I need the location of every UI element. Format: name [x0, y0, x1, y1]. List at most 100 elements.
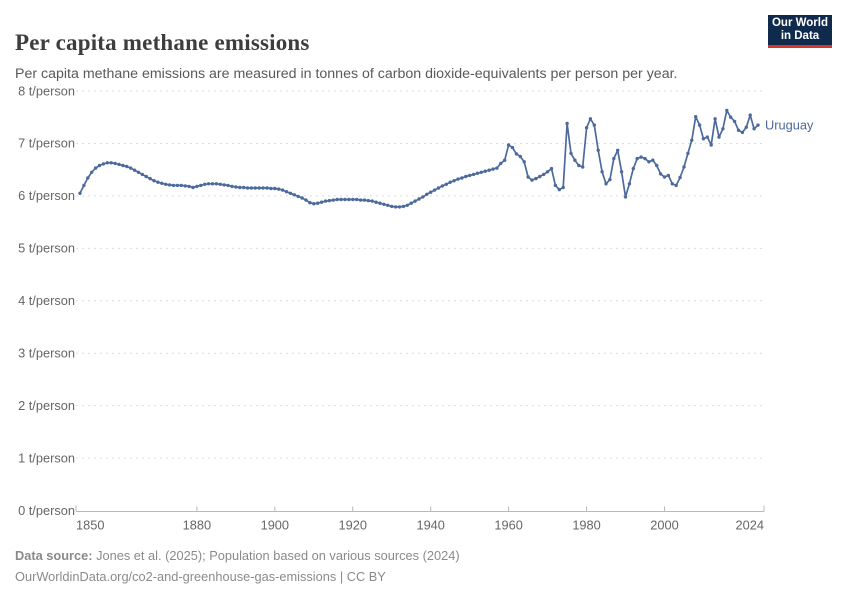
data-point — [210, 182, 215, 186]
data-point — [160, 181, 164, 185]
owid-logo[interactable]: Our World in Data — [768, 15, 832, 48]
data-point — [612, 156, 616, 161]
x-tick-label: 1940 — [416, 518, 444, 533]
data-point — [242, 185, 246, 190]
data-point — [117, 162, 121, 167]
data-point — [596, 148, 600, 152]
data-point — [316, 201, 320, 205]
data-point — [358, 198, 363, 202]
data-point — [561, 185, 565, 190]
chart-footer: Data source: Jones et al. (2025); Popula… — [15, 545, 460, 587]
data-point — [386, 203, 390, 207]
data-point — [347, 197, 351, 202]
data-point — [113, 161, 117, 166]
data-point — [97, 163, 102, 168]
data-point — [152, 179, 156, 183]
data-point — [468, 173, 472, 178]
data-point — [616, 148, 620, 152]
data-point — [542, 172, 546, 177]
y-tick-label: 3 t/person — [18, 345, 75, 360]
y-tick-label: 8 t/person — [18, 83, 75, 98]
data-point — [214, 182, 219, 186]
x-tick-label: 1880 — [183, 518, 211, 533]
data-point — [456, 177, 460, 181]
data-point — [573, 158, 577, 162]
data-point — [440, 184, 445, 188]
data-point — [592, 123, 596, 127]
data-point — [378, 201, 382, 205]
data-point — [109, 161, 113, 165]
data-point — [393, 205, 398, 209]
data-point — [479, 170, 483, 174]
data-point — [374, 200, 378, 204]
data-point — [713, 117, 717, 121]
data-point — [362, 198, 367, 202]
data-point — [678, 175, 682, 180]
data-point — [90, 170, 94, 174]
data-point — [284, 190, 289, 194]
data-point — [658, 172, 663, 176]
data-point — [335, 197, 339, 202]
data-point — [627, 182, 632, 186]
y-tick-label: 2 t/person — [18, 398, 75, 413]
data-point — [534, 176, 538, 181]
owid-logo-line1: Our World — [771, 16, 828, 29]
data-point — [331, 198, 335, 202]
data-point — [744, 125, 748, 129]
data-point — [662, 175, 667, 179]
data-point — [538, 174, 542, 179]
data-point — [740, 130, 745, 135]
data-point — [694, 115, 698, 119]
data-point — [425, 192, 429, 196]
data-point — [495, 166, 499, 170]
data-point — [608, 177, 612, 182]
data-point — [191, 185, 195, 190]
owid-logo-line2: in Data — [780, 30, 820, 42]
data-point — [234, 185, 238, 189]
data-point — [697, 123, 702, 127]
chart-subtitle: Per capita methane emissions are measure… — [15, 66, 678, 83]
data-point — [717, 135, 721, 139]
data-point — [686, 151, 690, 156]
data-point — [732, 119, 737, 124]
data-point — [549, 166, 554, 171]
data-point — [366, 198, 370, 203]
data-point — [187, 184, 191, 189]
data-point — [545, 170, 550, 174]
data-point — [643, 156, 647, 161]
data-point — [401, 204, 406, 209]
page-title: Per capita methane emissions — [15, 30, 310, 56]
data-point — [499, 161, 503, 166]
data-point — [245, 186, 250, 190]
data-point — [125, 164, 129, 169]
data-point — [491, 167, 495, 171]
data-point — [670, 182, 674, 186]
data-point — [273, 186, 277, 191]
data-point — [288, 191, 293, 195]
data-point — [312, 202, 316, 206]
data-point — [206, 182, 211, 186]
data-point — [421, 195, 425, 199]
data-point — [518, 154, 522, 159]
data-point — [530, 178, 534, 182]
data-point — [483, 169, 487, 173]
data-point — [277, 187, 281, 191]
data-point — [604, 182, 608, 186]
y-tick-label: 0 t/person — [18, 503, 75, 518]
y-tick-label: 1 t/person — [18, 450, 75, 465]
data-point — [682, 165, 686, 169]
data-point — [409, 201, 413, 205]
data-point — [577, 163, 581, 168]
data-point — [195, 184, 199, 189]
data-point — [164, 182, 168, 186]
data-point — [199, 183, 203, 188]
data-point — [464, 174, 468, 179]
x-tick-label: 1900 — [261, 518, 289, 533]
data-point — [230, 184, 234, 189]
data-point — [506, 143, 511, 147]
data-point — [355, 197, 359, 202]
data-point — [292, 193, 296, 197]
data-point — [253, 186, 257, 190]
data-point — [503, 158, 507, 162]
data-point — [397, 205, 402, 209]
